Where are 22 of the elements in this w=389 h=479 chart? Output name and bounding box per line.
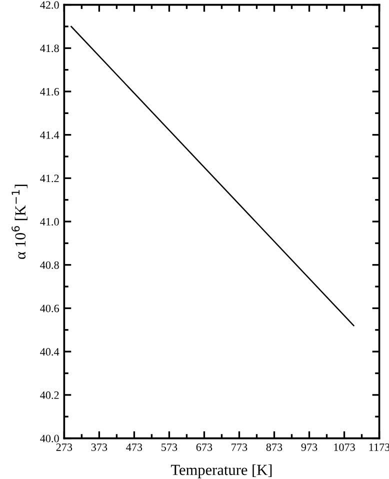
y-tick-label: 41.2 (40, 174, 59, 182)
y-tick-label: 40.8 (40, 261, 59, 269)
x-tick-label: 273 (56, 444, 72, 451)
y-axis-title: α 10$^{6}$ [K$^{−1}$] (12, 184, 28, 259)
x-tick-label: 1073 (334, 443, 355, 451)
x-tick-label: 573 (162, 444, 178, 451)
y-tick-label: 40.2 (40, 391, 59, 399)
x-tick-label: 373 (91, 444, 108, 451)
y-tick-label: 41.0 (40, 218, 59, 226)
y-tick-label: 40.4 (40, 348, 60, 356)
x-tick-label: 873 (266, 443, 282, 451)
x-tick-label: 673 (196, 444, 212, 451)
x-axis-title: Temperature [K] (171, 464, 272, 478)
y-tick-label: 42.0 (40, 1, 59, 9)
y-tick-label: 40.6 (40, 304, 59, 312)
y-tick-label: 41.8 (40, 44, 59, 52)
y-tick-label: 41.4 (40, 131, 60, 139)
y-tick-label: 40.0 (40, 434, 59, 442)
x-tick-label: 973 (301, 444, 318, 451)
y-tick-label: 41.6 (40, 88, 59, 96)
x-tick-label: 473 (126, 444, 142, 451)
x-tick-label: 773 (232, 444, 248, 451)
